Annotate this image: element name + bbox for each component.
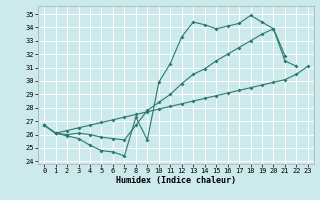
X-axis label: Humidex (Indice chaleur): Humidex (Indice chaleur) — [116, 176, 236, 185]
